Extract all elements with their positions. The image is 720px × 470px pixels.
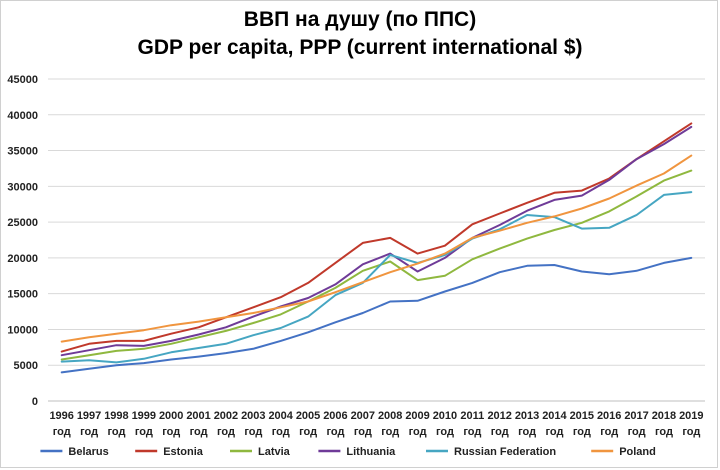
x-tick-label: 1998 bbox=[104, 410, 128, 422]
x-tick-label: 2013 bbox=[515, 410, 539, 422]
x-tick-suffix: год bbox=[135, 426, 153, 438]
x-tick-label: 2007 bbox=[351, 410, 375, 422]
x-tick-label: 2006 bbox=[323, 410, 347, 422]
x-tick-suffix: год bbox=[80, 426, 98, 438]
x-tick-suffix: год bbox=[409, 426, 427, 438]
x-tick-suffix: год bbox=[518, 426, 536, 438]
chart-title: ВВП на душу (по ППС) bbox=[243, 8, 477, 31]
legend-label-belarus: Belarus bbox=[68, 446, 108, 458]
x-tick-label: 1997 bbox=[77, 410, 101, 422]
x-tick-label: 2004 bbox=[268, 410, 293, 422]
legend-label-lithuania: Lithuania bbox=[346, 446, 396, 458]
x-tick-label: 2005 bbox=[296, 410, 320, 422]
x-tick-suffix: год bbox=[299, 426, 317, 438]
x-tick-suffix: год bbox=[244, 426, 262, 438]
legend-label-latvia: Latvia bbox=[258, 446, 291, 458]
x-tick-suffix: год bbox=[381, 426, 399, 438]
y-tick-label: 40000 bbox=[7, 110, 38, 122]
x-tick-label: 2019 bbox=[679, 410, 703, 422]
x-tick-suffix: год bbox=[573, 426, 591, 438]
y-tick-label: 45000 bbox=[7, 74, 38, 86]
y-tick-label: 10000 bbox=[7, 324, 38, 336]
x-tick-label: 1999 bbox=[132, 410, 156, 422]
legend-label-estonia: Estonia bbox=[163, 446, 204, 458]
legend-label-poland: Poland bbox=[619, 446, 656, 458]
chart-subtitle: GDP per capita, PPP (current internation… bbox=[137, 36, 583, 59]
x-tick-label: 2009 bbox=[405, 410, 429, 422]
y-tick-label: 15000 bbox=[7, 289, 38, 301]
series-line-russian-federation bbox=[60, 191, 693, 364]
x-tick-label: 2014 bbox=[542, 410, 567, 422]
x-tick-label: 2008 bbox=[378, 410, 402, 422]
y-tick-label: 30000 bbox=[7, 181, 38, 193]
x-tick-suffix: год bbox=[190, 426, 208, 438]
x-tick-label: 2016 bbox=[597, 410, 621, 422]
x-tick-suffix: год bbox=[354, 426, 372, 438]
x-tick-label: 2002 bbox=[214, 410, 238, 422]
x-tick-suffix: год bbox=[436, 426, 454, 438]
x-tick-suffix: год bbox=[326, 426, 344, 438]
x-tick-suffix: год bbox=[217, 426, 235, 438]
x-tick-label: 2003 bbox=[241, 410, 265, 422]
x-tick-label: 2001 bbox=[186, 410, 210, 422]
x-tick-suffix: год bbox=[272, 426, 290, 438]
series-line-lithuania bbox=[60, 125, 693, 357]
y-tick-label: 20000 bbox=[7, 253, 38, 265]
x-tick-label: 2015 bbox=[570, 410, 594, 422]
y-tick-label: 25000 bbox=[7, 217, 38, 229]
x-tick-suffix: год bbox=[600, 426, 618, 438]
x-tick-label: 2011 bbox=[460, 410, 484, 422]
x-tick-suffix: год bbox=[491, 426, 509, 438]
x-tick-suffix: год bbox=[682, 426, 700, 438]
series-line-belarus bbox=[60, 256, 693, 374]
x-tick-suffix: год bbox=[162, 426, 180, 438]
series-line-poland bbox=[60, 154, 693, 343]
x-tick-suffix: год bbox=[655, 426, 673, 438]
x-tick-label: 2000 bbox=[159, 410, 183, 422]
x-tick-suffix: год bbox=[545, 426, 563, 438]
x-tick-label: 2017 bbox=[624, 410, 648, 422]
x-tick-suffix: год bbox=[463, 426, 481, 438]
x-tick-label: 2012 bbox=[487, 410, 511, 422]
series-line-estonia bbox=[60, 122, 693, 353]
y-tick-label: 35000 bbox=[7, 146, 38, 158]
y-tick-label: 5000 bbox=[14, 360, 38, 372]
x-tick-suffix: год bbox=[628, 426, 646, 438]
series-line-latvia bbox=[60, 169, 693, 361]
y-tick-label: 0 bbox=[32, 396, 38, 408]
x-tick-label: 2010 bbox=[433, 410, 457, 422]
x-tick-label: 2018 bbox=[652, 410, 676, 422]
x-tick-suffix: год bbox=[53, 426, 71, 438]
x-tick-suffix: год bbox=[107, 426, 125, 438]
x-tick-label: 1996 bbox=[49, 410, 73, 422]
legend-label-russian-federation: Russian Federation bbox=[454, 446, 556, 458]
